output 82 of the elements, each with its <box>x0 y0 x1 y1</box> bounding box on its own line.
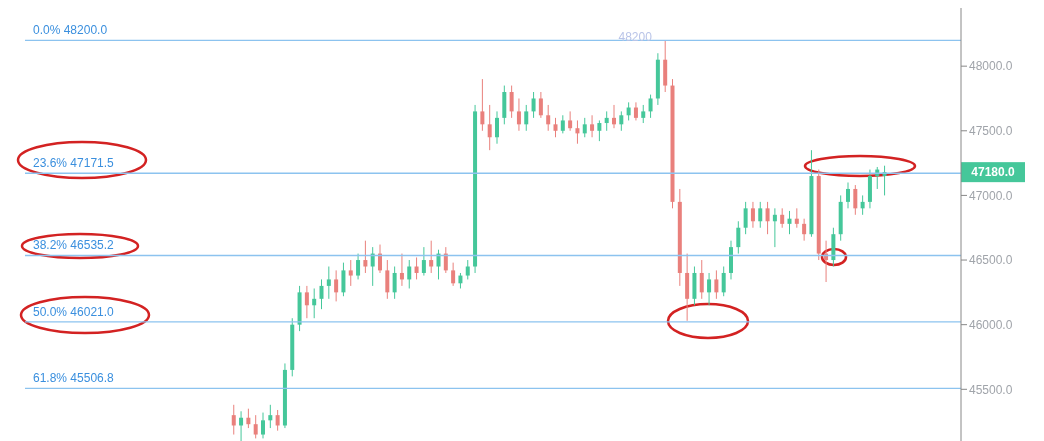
candlestick <box>721 266 726 297</box>
candlestick <box>516 97 521 132</box>
candlestick <box>443 246 448 274</box>
candlestick <box>553 117 558 138</box>
candlestick <box>619 110 624 132</box>
ref-line-label: 50.0% 46021.0 <box>33 304 115 319</box>
candlestick <box>239 410 244 441</box>
candlestick <box>590 114 595 138</box>
candlestick <box>538 91 543 119</box>
candlestick <box>392 266 397 300</box>
candlestick <box>546 104 551 132</box>
candlestick <box>429 240 434 274</box>
y-tick-label: 47000.0 <box>969 188 1013 203</box>
y-tick-label: 47500.0 <box>969 124 1013 139</box>
candlestick <box>736 220 741 255</box>
candlestick <box>275 409 280 432</box>
candlestick <box>612 104 616 129</box>
candlestick <box>802 218 807 242</box>
candlestick <box>582 117 587 138</box>
candlestick <box>604 110 609 132</box>
candlestick <box>772 207 777 248</box>
candlestick <box>531 91 536 119</box>
candlestick <box>246 408 251 429</box>
candlestick <box>860 194 865 216</box>
y-tick-label: 46500.0 <box>969 253 1013 268</box>
candlestick <box>575 119 580 145</box>
candlestick <box>407 259 412 289</box>
candlestick <box>304 285 309 319</box>
ref-line-label: 23.6% 47171.5 <box>33 156 115 171</box>
candlestick <box>480 78 485 132</box>
candlestick <box>451 262 456 287</box>
candlestick <box>268 404 273 429</box>
candlestick <box>465 259 470 280</box>
candlestick <box>231 404 236 436</box>
candlestick <box>312 287 317 319</box>
candlestick <box>414 256 419 280</box>
candlestick <box>363 240 368 274</box>
candlestick <box>765 201 770 235</box>
candlestick <box>780 207 785 229</box>
candlestick <box>319 278 324 310</box>
candlestick <box>714 269 719 300</box>
ref-line-label: 0.0% 48200.0 <box>33 23 108 38</box>
annotation: 48200 <box>618 29 653 44</box>
candlestick <box>641 104 646 124</box>
candlestick <box>524 104 529 132</box>
candlestick <box>699 259 704 300</box>
candlestick <box>253 414 258 439</box>
candlestick <box>750 201 755 229</box>
candlestick <box>341 262 346 297</box>
candlestick <box>370 246 375 287</box>
candlestick <box>633 101 638 121</box>
candlestick <box>436 249 441 280</box>
candlestick <box>495 110 499 145</box>
candlestick <box>385 259 390 300</box>
candlestick <box>356 253 361 280</box>
candlestick <box>758 201 763 229</box>
candlestick <box>707 272 712 306</box>
candlestick <box>846 181 850 209</box>
candlestick <box>787 210 792 235</box>
candlestick <box>378 244 382 274</box>
candlestick <box>626 101 631 121</box>
candlestick <box>509 85 514 119</box>
candlestick <box>560 114 565 134</box>
candlestick <box>348 259 353 287</box>
ref-line-label: 61.8% 45506.8 <box>33 371 115 386</box>
y-tick-label: 45500.0 <box>969 382 1013 397</box>
candlestick <box>597 119 602 142</box>
text: 47180.0 <box>971 165 1016 180</box>
candlestick <box>399 253 404 287</box>
candlestick <box>743 201 748 235</box>
candlestick <box>261 412 265 439</box>
candlestick <box>334 269 339 302</box>
ref-line-label: 38.2% 46535.2 <box>33 238 115 253</box>
y-tick-label: 48000.0 <box>969 59 1013 74</box>
candlestick <box>421 246 426 277</box>
candlestick <box>568 110 573 132</box>
candlestick <box>794 207 799 229</box>
candlestick <box>648 94 653 119</box>
y-tick-label: 46000.0 <box>969 317 1013 332</box>
candlestick <box>487 104 492 151</box>
candlestick <box>853 184 858 216</box>
candlestick <box>326 266 331 300</box>
